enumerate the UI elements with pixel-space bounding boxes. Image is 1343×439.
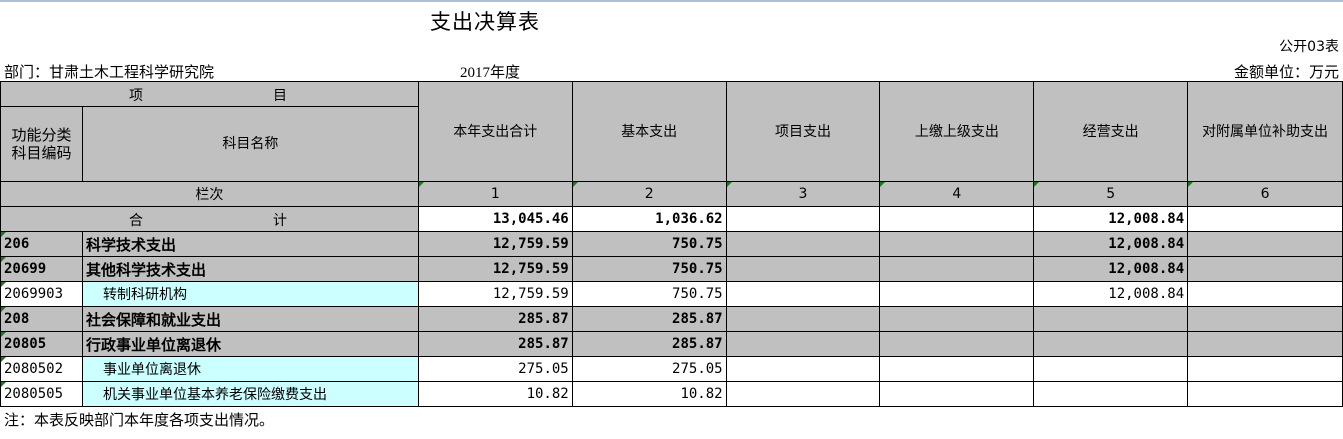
name-cell[interactable]: 转制科研机构: [81, 281, 419, 307]
header-col-2: 基本支出: [571, 81, 727, 182]
value-cell[interactable]: [725, 381, 881, 407]
name-cell[interactable]: 科学技术支出: [81, 231, 419, 257]
value-cell[interactable]: [879, 306, 1035, 332]
value-cell[interactable]: 275.05: [571, 356, 727, 382]
value-cell[interactable]: 285.87: [571, 306, 727, 332]
header-name: 科目名称: [81, 106, 419, 182]
value-cell[interactable]: [725, 231, 881, 257]
value-cell[interactable]: [879, 281, 1035, 307]
total-cell[interactable]: 13,045.46: [417, 206, 573, 232]
value-cell[interactable]: 12,759.59: [417, 256, 573, 282]
code-cell[interactable]: 20805: [0, 331, 83, 357]
total-row: 合计 13,045.46 1,036.62 12,008.84: [0, 206, 1343, 232]
table-row: 20699 其他科学技术支出 12,759.59 750.75 12,008.84: [0, 256, 1343, 282]
value-cell[interactable]: 285.87: [571, 331, 727, 357]
value-cell[interactable]: 750.75: [571, 231, 727, 257]
form-number: 公开03表: [1279, 39, 1339, 55]
value-cell[interactable]: [879, 381, 1035, 407]
name-cell[interactable]: 行政事业单位离退休: [81, 331, 419, 357]
code-cell[interactable]: 206: [0, 231, 83, 257]
value-cell[interactable]: [879, 331, 1035, 357]
header-col-1: 本年支出合计: [417, 81, 573, 182]
value-cell[interactable]: [1187, 256, 1343, 282]
total-label-left: 合: [129, 213, 143, 229]
value-cell[interactable]: 285.87: [417, 331, 573, 357]
value-cell[interactable]: 750.75: [571, 281, 727, 307]
header-col-4: 上缴上级支出: [879, 81, 1035, 182]
value-cell[interactable]: [1033, 331, 1189, 357]
value-cell[interactable]: [725, 256, 881, 282]
value-cell[interactable]: 10.82: [417, 381, 573, 407]
col-number: 6: [1187, 181, 1343, 207]
total-cell[interactable]: 1,036.62: [571, 206, 727, 232]
code-cell[interactable]: 2069903: [0, 281, 83, 307]
department-label: 部门：甘肃土木工程科学研究院: [4, 63, 215, 81]
value-cell[interactable]: [879, 256, 1035, 282]
value-cell[interactable]: 12,008.84: [1033, 231, 1189, 257]
header-col-5: 经营支出: [1033, 81, 1189, 182]
value-cell[interactable]: 12,759.59: [417, 231, 573, 257]
header-item-left: 项: [129, 88, 143, 104]
value-cell[interactable]: 285.87: [417, 306, 573, 332]
name-cell[interactable]: 机关事业单位基本养老保险缴费支出: [81, 381, 419, 407]
total-cell[interactable]: 12,008.84: [1033, 206, 1189, 232]
value-cell[interactable]: [725, 356, 881, 382]
col-number: 4: [879, 181, 1035, 207]
total-label: 合计: [0, 206, 419, 232]
code-cell[interactable]: 208: [0, 306, 83, 332]
row-label: 栏次: [0, 181, 419, 207]
col-number: 2: [571, 181, 727, 207]
code-cell[interactable]: 20699: [0, 256, 83, 282]
page-title: 支出决算表: [430, 10, 540, 34]
col-number: 1: [417, 181, 573, 207]
value-cell[interactable]: [879, 231, 1035, 257]
name-cell[interactable]: 事业单位离退休: [81, 356, 419, 382]
col-number: 5: [1033, 181, 1189, 207]
value-cell[interactable]: [725, 306, 881, 332]
value-cell[interactable]: [1187, 331, 1343, 357]
footnote: 注：本表反映部门本年度各项支出情况。: [4, 411, 275, 429]
table-row: 206 科学技术支出 12,759.59 750.75 12,008.84: [0, 231, 1343, 257]
value-cell[interactable]: [1187, 306, 1343, 332]
value-cell[interactable]: 12,008.84: [1033, 256, 1189, 282]
expenditure-table: 项目 本年支出合计 基本支出 项目支出 上缴上级支出 经营支出 对附属单位补助支…: [0, 81, 1343, 407]
code-cell[interactable]: 2080505: [0, 381, 83, 407]
value-cell[interactable]: [1033, 306, 1189, 332]
table-row: 2080502 事业单位离退休 275.05 275.05: [0, 356, 1343, 382]
table-row: 208 社会保障和就业支出 285.87 285.87: [0, 306, 1343, 332]
value-cell[interactable]: 275.05: [417, 356, 573, 382]
year-label: 2017年度: [460, 65, 521, 81]
value-cell[interactable]: [725, 281, 881, 307]
header-col-3: 项目支出: [725, 81, 881, 182]
header-code: 功能分类科目编码: [0, 106, 83, 182]
header-item: 项目: [0, 81, 419, 107]
header-item-right: 目: [273, 88, 287, 104]
value-cell[interactable]: [879, 356, 1035, 382]
value-cell[interactable]: [1187, 381, 1343, 407]
table-row: 2080505 机关事业单位基本养老保险缴费支出 10.82 10.82: [0, 381, 1343, 407]
value-cell[interactable]: [1187, 231, 1343, 257]
value-cell[interactable]: 12,008.84: [1033, 281, 1189, 307]
code-cell[interactable]: 2080502: [0, 356, 83, 382]
name-cell[interactable]: 社会保障和就业支出: [81, 306, 419, 332]
value-cell[interactable]: [1187, 356, 1343, 382]
value-cell[interactable]: [1187, 281, 1343, 307]
top-border: [0, 0, 1343, 2]
col-number: 3: [725, 181, 881, 207]
table-row: 2069903 转制科研机构 12,759.59 750.75 12,008.84: [0, 281, 1343, 307]
value-cell[interactable]: 12,759.59: [417, 281, 573, 307]
value-cell[interactable]: 750.75: [571, 256, 727, 282]
total-cell[interactable]: [1187, 206, 1343, 232]
value-cell[interactable]: 10.82: [571, 381, 727, 407]
header-col-6: 对附属单位补助支出: [1187, 81, 1343, 182]
value-cell[interactable]: [725, 331, 881, 357]
name-cell[interactable]: 其他科学技术支出: [81, 256, 419, 282]
value-cell[interactable]: [1033, 381, 1189, 407]
total-cell[interactable]: [879, 206, 1035, 232]
table-row: 20805 行政事业单位离退休 285.87 285.87: [0, 331, 1343, 357]
total-label-right: 计: [273, 213, 287, 229]
value-cell[interactable]: [1033, 356, 1189, 382]
total-cell[interactable]: [725, 206, 881, 232]
unit-label: 金额单位：万元: [1233, 63, 1339, 81]
